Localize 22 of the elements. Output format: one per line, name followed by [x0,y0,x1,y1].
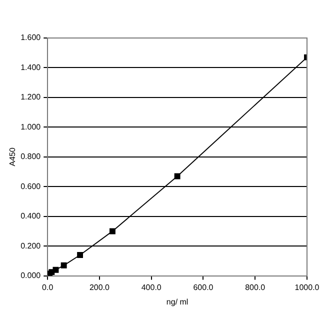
x-tick-label: 200.0 [89,282,110,292]
point [109,228,116,234]
x-tick-label: 0.0 [42,282,54,292]
point [52,266,59,273]
x-tick-label: 1000.0 [294,282,320,292]
x-axis-title: ng/ ml [166,297,188,306]
y-tick-label: 0.400 [20,212,42,221]
y-tick-label: 1.600 [20,33,42,42]
y-tick-label: 0.800 [20,152,42,162]
point [77,252,84,258]
point [174,173,180,180]
y-tick-label: 0.600 [20,182,42,191]
point [60,262,67,268]
x-tick-label: 800.0 [245,282,266,292]
x-tick-label: 600.0 [193,282,214,292]
y-tick-label: 1.400 [20,62,42,72]
y-tick-label: 1.200 [20,92,42,102]
x-tick-label: 400.0 [141,282,162,292]
y-tick-label: 0.000 [20,271,42,280]
y-axis-title: A450 [8,147,18,166]
y-tick-label: 0.200 [20,241,42,250]
y-tick-label: 1.000 [20,122,42,132]
